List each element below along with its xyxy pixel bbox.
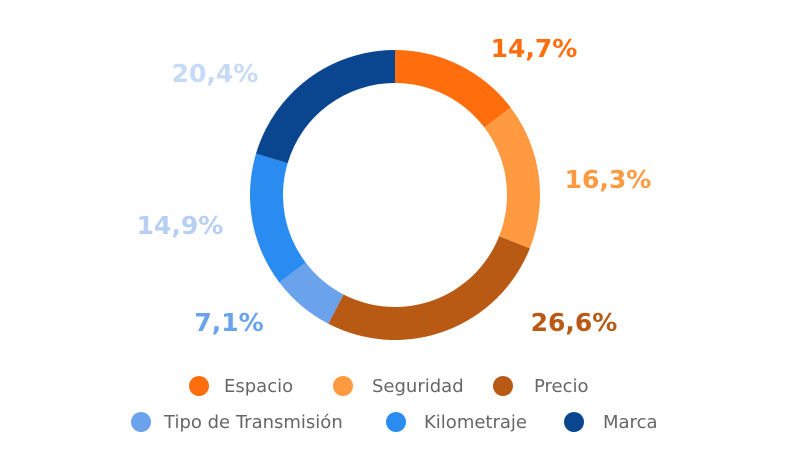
legend-item-marca: Marca (564, 412, 658, 433)
legend-item-precio: Precio (493, 376, 589, 397)
value-label-kilometraje: 14,9% (137, 211, 224, 240)
legend-marker-tipo-de-transmision (131, 412, 151, 432)
legend: Espacio Seguridad Precio Tipo de Transmisió… (131, 376, 658, 433)
legend-label-precio: Precio (534, 376, 589, 397)
slice-espacio (395, 50, 511, 128)
legend-marker-marca (564, 412, 584, 432)
legend-marker-kilometraje (386, 412, 406, 432)
legend-label-seguridad: Seguridad (372, 376, 464, 397)
legend-label-marca: Marca (603, 412, 658, 433)
slice-seguridad (484, 107, 540, 249)
legend-item-espacio: Espacio (189, 376, 293, 397)
legend-label-kilometraje: Kilometraje (424, 412, 527, 433)
donut-slices (249, 49, 540, 340)
value-label-seguridad: 16,3% (565, 165, 652, 194)
legend-marker-seguridad (333, 376, 353, 396)
slice-precio (328, 236, 530, 340)
slice-marca (256, 49, 395, 164)
value-label-tipo-de-transmision: 7,1% (194, 308, 263, 337)
legend-item-tipo-de-transmision: Tipo de Transmisión (131, 412, 343, 433)
value-label-espacio: 14,7% (491, 34, 578, 63)
slice-tipo-de-transmision (279, 262, 344, 324)
legend-marker-precio (493, 376, 513, 396)
legend-item-kilometraje: Kilometraje (386, 412, 527, 433)
legend-marker-espacio (189, 376, 209, 396)
value-label-precio: 26,6% (531, 308, 618, 337)
legend-item-seguridad: Seguridad (333, 376, 464, 397)
slice-kilometraje (249, 153, 306, 283)
value-label-marca: 20,4% (172, 59, 259, 88)
legend-label-tipo-de-transmision: Tipo de Transmisión (163, 412, 343, 433)
legend-label-espacio: Espacio (224, 376, 293, 397)
percentage-labels: 14,7% 16,3% 26,6% 7,1% 14,9% 20,4% (137, 34, 652, 337)
